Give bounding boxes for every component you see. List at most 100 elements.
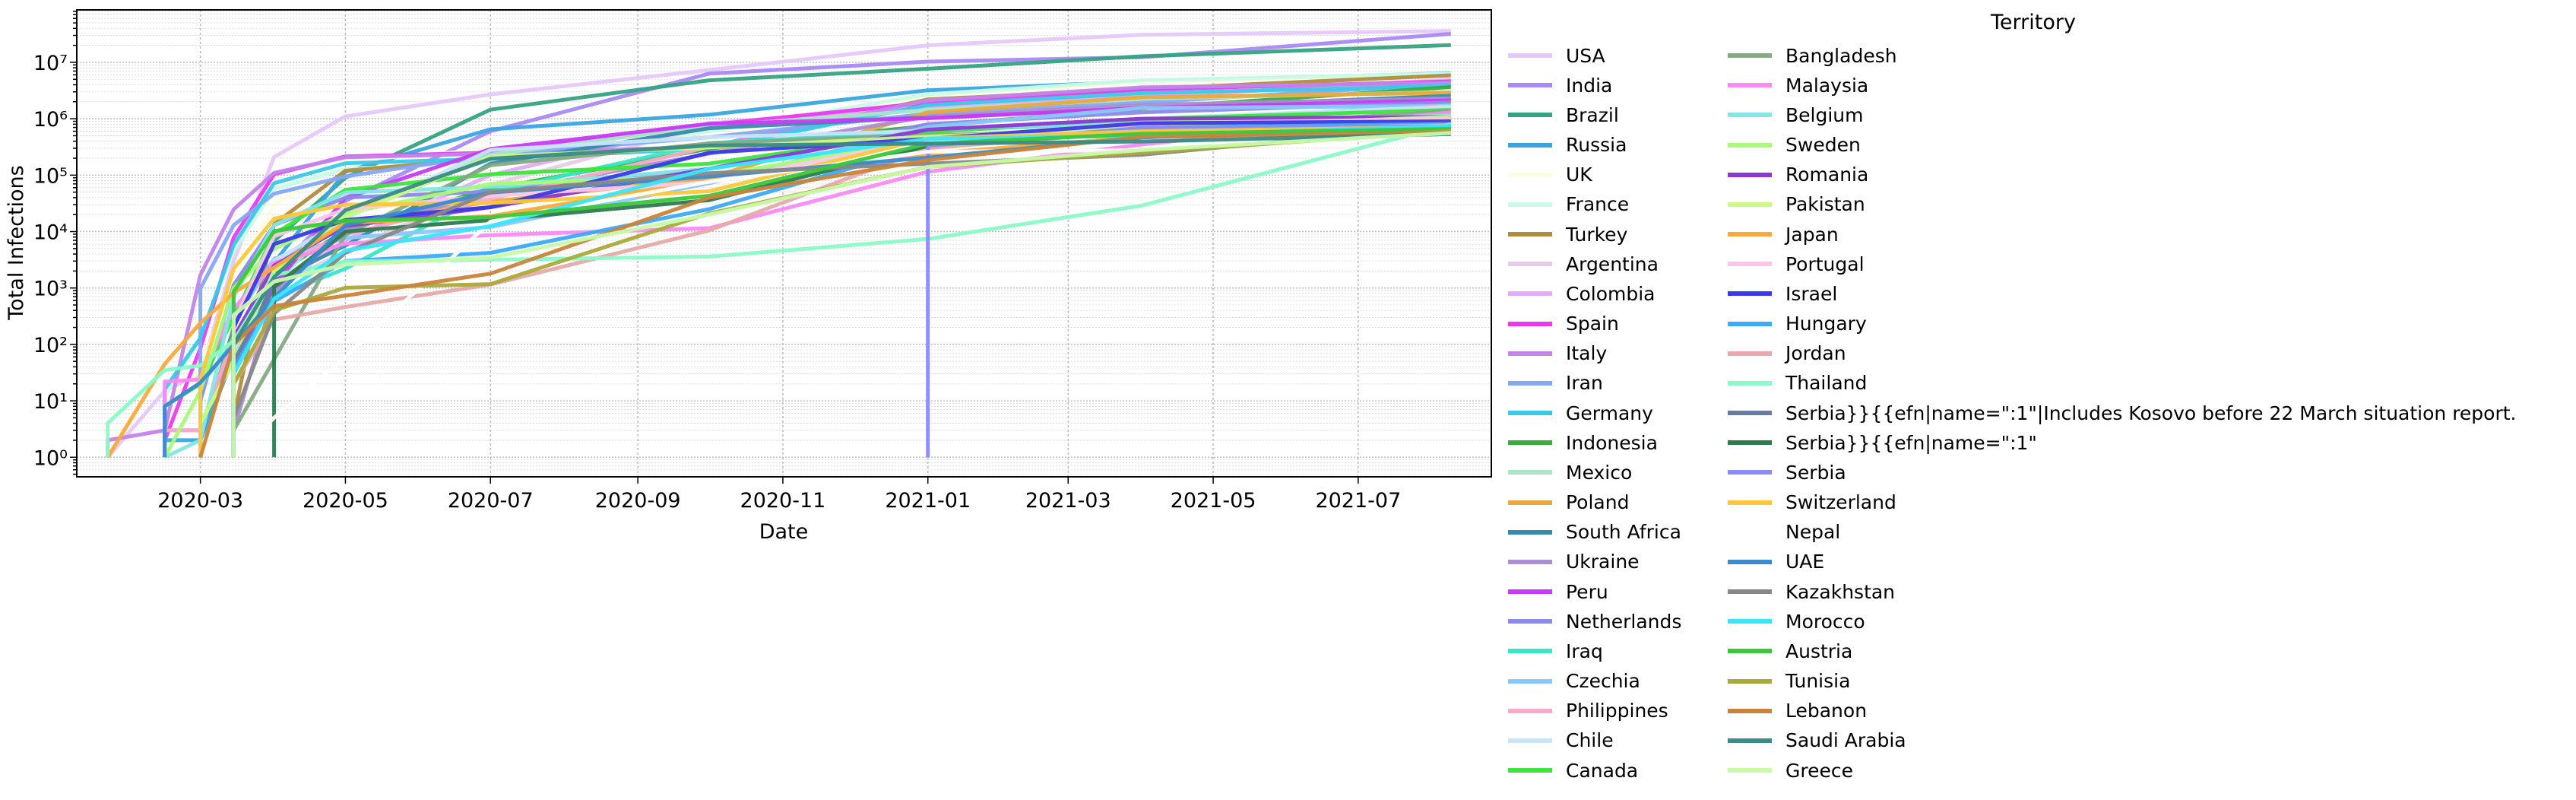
- legend-label: UAE: [1785, 551, 1825, 573]
- legend-label: USA: [1566, 44, 1605, 67]
- legend-label: Russia: [1566, 134, 1627, 156]
- legend-line-swatch: [1728, 172, 1772, 177]
- legend-item: Austria: [1728, 637, 1852, 666]
- legend-line-swatch: [1508, 619, 1552, 624]
- legend-label: Peru: [1566, 580, 1608, 603]
- legend-item: Sweden: [1728, 130, 1861, 160]
- legend-line-swatch: [1728, 202, 1772, 207]
- legend-item: Czechia: [1508, 666, 1640, 696]
- legend-label: Brazil: [1566, 103, 1619, 126]
- legend-item: Jordan: [1728, 338, 1846, 368]
- legend-label: Jordan: [1785, 342, 1846, 365]
- y-tick-label: 10⁵: [33, 164, 68, 188]
- series-line: [106, 116, 1451, 459]
- y-tick-label: 10²: [33, 334, 68, 357]
- legend-item: Pakistan: [1728, 189, 1865, 219]
- legend-item: USA: [1508, 41, 1605, 71]
- legend-item: Chile: [1508, 725, 1614, 755]
- y-tick-label: 10⁷: [33, 52, 68, 75]
- legend-item: Serbia: [1728, 458, 1846, 487]
- series-line: [198, 81, 1451, 458]
- legend-item: Poland: [1508, 487, 1629, 517]
- legend-label: UK: [1566, 163, 1592, 186]
- legend-label: Philippines: [1566, 700, 1668, 722]
- legend-label: France: [1566, 193, 1630, 216]
- x-tick-label: 2020-11: [740, 489, 826, 513]
- legend-line-swatch: [1728, 589, 1772, 595]
- legend-item: Serbia}}{{efn|name=":1": [1728, 428, 2037, 458]
- legend-line-swatch: [1728, 113, 1772, 118]
- legend-item: Italy: [1508, 338, 1607, 368]
- legend-item: Malaysia: [1728, 71, 1868, 100]
- y-tick-label: 10⁰: [33, 446, 68, 470]
- legend-label: India: [1566, 74, 1613, 97]
- plot-frame: [76, 9, 1492, 478]
- legend-item: Switzerland: [1728, 487, 1896, 517]
- legend-line-swatch: [1728, 262, 1772, 267]
- legend-item: Mexico: [1508, 458, 1632, 487]
- legend-label: Mexico: [1566, 461, 1633, 484]
- legend-line-swatch: [1728, 291, 1772, 297]
- legend-label: Ukraine: [1566, 551, 1640, 573]
- legend-item: India: [1508, 71, 1612, 100]
- legend-line-swatch: [1728, 232, 1772, 237]
- x-axis-label: Date: [759, 520, 809, 544]
- legend-label: Morocco: [1785, 610, 1865, 633]
- legend-label: Spain: [1566, 313, 1619, 335]
- legend-label: Serbia: [1785, 461, 1846, 484]
- legend-label: Serbia}}{{efn|name=":1"|Includes Kosovo …: [1785, 402, 2517, 424]
- legend-item: Colombia: [1508, 279, 1655, 309]
- legend-label: Lebanon: [1785, 700, 1868, 722]
- legend-item: Portugal: [1728, 249, 1865, 279]
- series-line: [198, 130, 1451, 459]
- legend-line-swatch: [1728, 53, 1772, 58]
- legend-item: Japan: [1728, 220, 1839, 249]
- legend-label: Italy: [1566, 342, 1608, 365]
- legend-item: Argentina: [1508, 249, 1659, 279]
- legend-item: Saudi Arabia: [1728, 725, 1906, 755]
- legend-label: Argentina: [1566, 252, 1659, 275]
- legend-label: Iran: [1566, 372, 1603, 395]
- legend-line-swatch: [1508, 380, 1552, 386]
- y-tick-label: 10⁶: [33, 108, 68, 132]
- legend-label: Thailand: [1785, 372, 1868, 395]
- legend-item: UK: [1508, 160, 1592, 189]
- legend-line-swatch: [1728, 470, 1772, 475]
- legend-item: Canada: [1508, 756, 1638, 786]
- legend-label: Colombia: [1566, 282, 1656, 305]
- legend-item: Bangladesh: [1728, 41, 1897, 71]
- legend-label: Chile: [1566, 729, 1614, 752]
- legend-line-swatch: [1508, 529, 1552, 535]
- legend-label: Iraq: [1566, 640, 1603, 662]
- legend-line-swatch: [1508, 500, 1552, 505]
- legend-item: Germany: [1508, 398, 1653, 428]
- legend-line-swatch: [1508, 172, 1552, 177]
- legend-line-swatch: [1508, 351, 1552, 356]
- legend-line-swatch: [1728, 83, 1772, 88]
- legend-item: Romania: [1728, 160, 1868, 189]
- legend-line-swatch: [1728, 559, 1772, 564]
- legend-line-swatch: [1508, 83, 1552, 88]
- legend-label: Indonesia: [1566, 431, 1658, 454]
- legend-label: Czechia: [1566, 670, 1640, 693]
- legend-label: Malaysia: [1785, 74, 1869, 97]
- series-line: [232, 123, 1451, 459]
- legend-label: Romania: [1785, 163, 1869, 186]
- legend-label: Hungary: [1785, 313, 1867, 335]
- legend-label: South Africa: [1566, 521, 1681, 544]
- x-tick-label: 2020-07: [448, 489, 534, 513]
- legend-item: Belgium: [1728, 100, 1864, 130]
- legend-line-swatch: [1728, 678, 1772, 684]
- legend-item: UAE: [1728, 547, 1824, 576]
- legend-item: Greece: [1728, 756, 1853, 786]
- legend-item: Lebanon: [1728, 696, 1867, 725]
- series-lines: [106, 29, 1452, 459]
- legend-line-swatch: [1508, 708, 1552, 713]
- legend-line-swatch: [1508, 589, 1552, 595]
- legend-item: France: [1508, 189, 1629, 219]
- series-line: [231, 132, 1451, 458]
- series-line: [163, 84, 1451, 458]
- legend-label: Switzerland: [1785, 491, 1896, 514]
- legend-label: Kazakhstan: [1785, 580, 1896, 603]
